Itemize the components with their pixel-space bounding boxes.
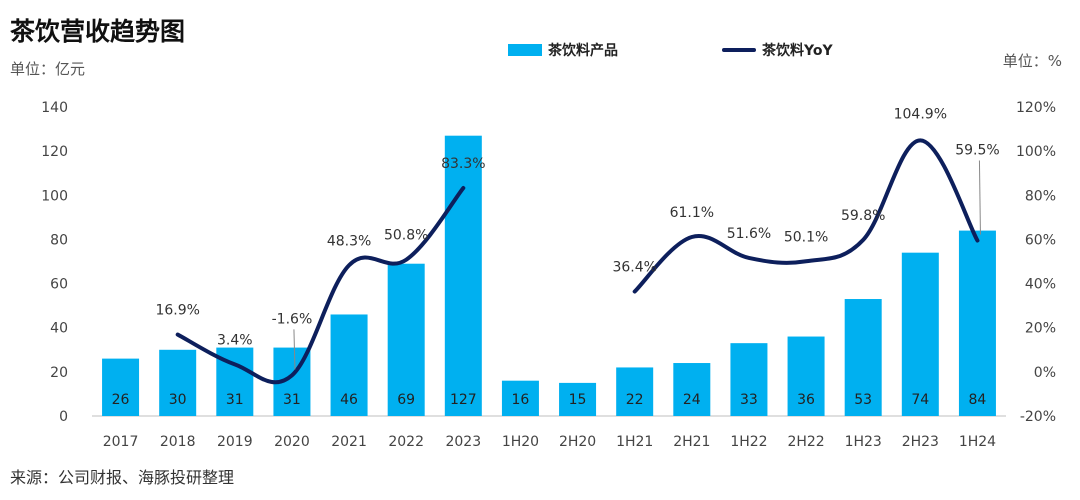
bar-value-label: 24 xyxy=(683,392,701,408)
bar-value-label: 69 xyxy=(397,392,415,408)
x-tick-label: 2H23 xyxy=(902,434,939,450)
yoy-value-label: 16.9% xyxy=(155,303,199,319)
yoy-leader-line xyxy=(978,160,981,235)
x-tick-label: 1H21 xyxy=(616,434,653,450)
yoy-value-label: 3.4% xyxy=(217,332,253,348)
left-axis-unit: 单位：亿元 xyxy=(10,60,86,78)
bar-value-label: 30 xyxy=(169,392,187,408)
source-note: 来源：公司财报、海豚投研整理 xyxy=(10,468,235,487)
yoy-value-label: 48.3% xyxy=(327,233,371,249)
x-tick-label: 2022 xyxy=(388,434,424,450)
bar xyxy=(559,382,597,416)
y-left-tick-label: 80 xyxy=(50,232,68,248)
bar-value-label: 46 xyxy=(340,392,358,408)
x-tick-label: 1H24 xyxy=(959,434,996,450)
bar xyxy=(330,314,368,416)
bar-value-label: 33 xyxy=(740,392,758,408)
yoy-value-label: 51.6% xyxy=(727,226,771,242)
y-left-tick-label: 140 xyxy=(41,100,68,116)
x-tick-label: 2H22 xyxy=(787,434,824,450)
legend-line-swatch xyxy=(722,48,756,52)
bar xyxy=(102,358,140,416)
yoy-value-label: 50.1% xyxy=(784,229,828,245)
yoy-line-segment xyxy=(632,138,980,294)
bar-value-label: 74 xyxy=(911,392,929,408)
x-tick-label: 1H20 xyxy=(502,434,539,450)
bar xyxy=(616,367,654,416)
x-tick-label: 2020 xyxy=(274,434,310,450)
y-left-tick-label: 120 xyxy=(41,144,68,160)
bar xyxy=(787,336,825,416)
x-tick-label: 1H23 xyxy=(845,434,882,450)
legend-item-line: 茶饮料YoY xyxy=(722,40,833,60)
bar-value-label: 53 xyxy=(854,392,872,408)
x-tick-label: 2019 xyxy=(217,434,253,450)
y-right-tick-label: 120% xyxy=(1016,100,1056,116)
bar xyxy=(387,263,425,416)
bar-value-label: 31 xyxy=(283,392,301,408)
bar xyxy=(844,299,882,416)
y-right-tick-label: 40% xyxy=(1025,277,1056,293)
x-tick-label: 1H22 xyxy=(730,434,767,450)
yoy-leader-line xyxy=(293,329,296,370)
y-left-tick-label: 20 xyxy=(50,365,68,381)
yoy-value-label: -1.6% xyxy=(272,311,313,327)
x-tick-label: 2023 xyxy=(445,434,481,450)
y-left-tick-label: 60 xyxy=(50,277,68,293)
y-right-tick-label: 60% xyxy=(1025,232,1056,248)
yoy-value-label: 59.5% xyxy=(955,143,999,159)
yoy-value-label: 61.1% xyxy=(670,205,714,221)
y-right-tick-label: 80% xyxy=(1025,188,1056,204)
legend-item-bar: 茶饮料产品 xyxy=(508,40,618,60)
yoy-value-label: 50.8% xyxy=(384,228,428,244)
y-left-tick-label: 0 xyxy=(59,409,68,425)
bar-value-label: 127 xyxy=(450,392,477,408)
chart-title: 茶饮营收趋势图 xyxy=(10,17,186,46)
bar xyxy=(958,230,996,416)
legend-bar-label: 茶饮料产品 xyxy=(548,43,618,59)
bar-value-label: 16 xyxy=(512,392,530,408)
y-right-tick-label: -20% xyxy=(1020,409,1056,425)
y-right-tick-label: 100% xyxy=(1016,144,1056,160)
bar-value-label: 22 xyxy=(626,392,644,408)
x-tick-label: 2017 xyxy=(103,434,139,450)
bar xyxy=(159,349,197,416)
y-right-tick-label: 20% xyxy=(1025,321,1056,337)
y-left-tick-label: 100 xyxy=(41,188,68,204)
yoy-value-label: 36.4% xyxy=(612,260,656,276)
yoy-value-label: 104.9% xyxy=(894,106,947,122)
right-axis-unit: 单位：% xyxy=(1002,52,1062,70)
bar xyxy=(501,380,539,416)
yoy-line-segment xyxy=(175,186,466,385)
x-tick-label: 2018 xyxy=(160,434,196,450)
bar xyxy=(673,363,711,416)
yoy-value-label: 59.8% xyxy=(841,208,885,224)
bar-value-label: 26 xyxy=(112,392,130,408)
y-left-tick-label: 40 xyxy=(50,321,68,337)
legend-bar-swatch xyxy=(508,44,542,56)
bar-value-label: 15 xyxy=(569,392,587,408)
yoy-value-label: 83.3% xyxy=(441,156,485,172)
bar-value-label: 84 xyxy=(969,392,987,408)
bar xyxy=(901,252,939,416)
bar xyxy=(730,343,768,416)
bar-value-label: 36 xyxy=(797,392,815,408)
bar-value-label: 31 xyxy=(226,392,244,408)
bar xyxy=(444,135,482,416)
legend-line-label: 茶饮料YoY xyxy=(762,43,833,59)
x-tick-label: 2021 xyxy=(331,434,367,450)
y-right-tick-label: 0% xyxy=(1034,365,1056,381)
x-tick-label: 2H21 xyxy=(673,434,710,450)
x-tick-label: 2H20 xyxy=(559,434,596,450)
